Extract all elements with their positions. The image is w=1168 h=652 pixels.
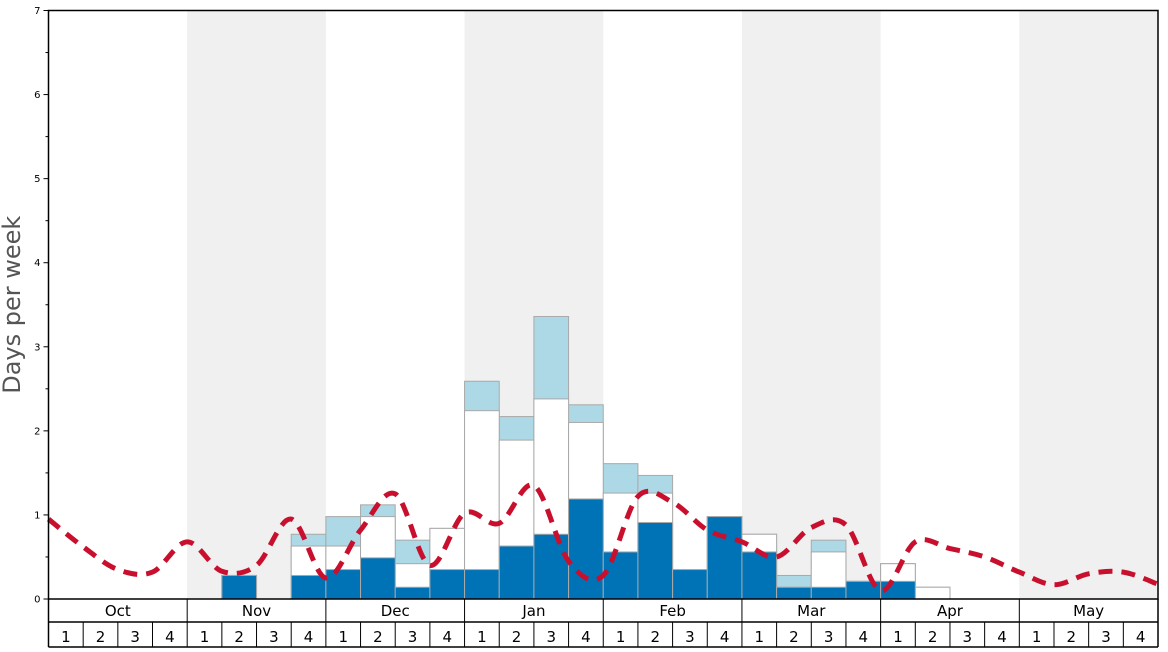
week-label: 4 [997,628,1007,646]
bar-dark [464,569,500,600]
week-label: 4 [1136,628,1146,646]
week-label: 2 [234,628,244,646]
y-tick-label: 1 [34,510,40,521]
bar-dark [290,574,327,600]
bar-dark [602,551,639,600]
y-tick-label: 7 [34,6,40,17]
bar-dark [637,521,674,600]
week-label: 2 [1067,628,1077,646]
bar-dark [672,569,708,600]
month-label: Oct [105,602,131,620]
week-label: 1 [755,628,765,646]
week-label: 3 [685,628,695,646]
month-label: Nov [242,602,271,620]
bar-dark [394,586,431,600]
month-band-mar [741,10,881,599]
month-label: Dec [381,602,410,620]
week-label: 3 [824,628,834,646]
week-label: 1 [200,628,210,646]
bar-dark [533,533,570,600]
bar-dark [776,586,812,600]
month-label: Apr [937,602,964,620]
average-line [46,482,1159,594]
y-tick-label: 0 [34,595,40,606]
week-label: 4 [165,628,175,646]
bar-dark [360,557,396,600]
week-label: 4 [859,628,869,646]
week-label: 4 [304,628,314,646]
week-label: 1 [616,628,626,646]
week-label: 2 [373,628,383,646]
week-label: 4 [442,628,452,646]
week-label: 3 [269,628,279,646]
y-tick-label: 2 [34,426,40,437]
week-label: 1 [477,628,487,646]
bar-dark [741,551,778,600]
y-tick-label: 3 [34,342,40,353]
week-label: 3 [963,628,973,646]
week-label: 2 [928,628,938,646]
month-label: Feb [659,602,686,620]
week-label: 1 [61,628,71,646]
bar-mid [914,586,951,600]
bar-dark [810,586,847,600]
y-tick-label: 6 [34,90,40,101]
week-label: 3 [408,628,418,646]
week-label: 4 [720,628,730,646]
week-label: 1 [1032,628,1042,646]
bar-dark [429,569,466,600]
y-tick-label: 4 [34,258,40,269]
week-label: 2 [789,628,799,646]
y-tick-label: 5 [34,174,40,185]
week-label: 2 [512,628,522,646]
bar-dark [498,545,535,600]
bar-dark [706,516,743,600]
month-band-nov [187,10,326,599]
week-label: 2 [96,628,106,646]
month-label: Mar [797,602,826,620]
bar-dark [325,569,362,600]
week-label: 3 [1101,628,1111,646]
bar-dark [568,498,604,600]
bar-dark [221,574,258,600]
week-label: 1 [338,628,348,646]
week-label: 4 [581,628,591,646]
week-label: 3 [130,628,140,646]
y-axis-label: Days per week [0,216,26,394]
week-label: 2 [650,628,660,646]
month-label: Jan [521,602,545,620]
week-label: 3 [546,628,556,646]
month-label: May [1073,602,1104,620]
month-band-may [1019,10,1158,599]
week-label: 1 [893,628,903,646]
